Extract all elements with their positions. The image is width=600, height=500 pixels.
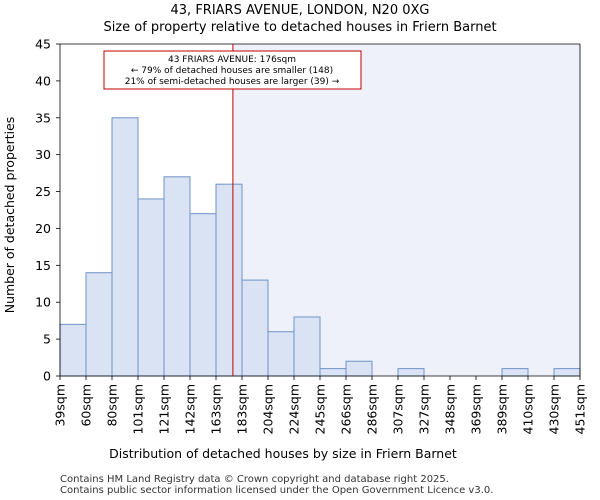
x-tick-label: 369sqm (469, 384, 484, 434)
x-tick-label: 142sqm (183, 384, 198, 434)
histogram-bar (59, 323, 87, 377)
histogram-bar (553, 368, 581, 377)
annotation-box (103, 50, 362, 90)
x-tick-label: 39sqm (53, 384, 68, 427)
annotation-line-1: 43 FRIARS AVENUE: 176sqm (168, 55, 296, 65)
histogram-bar (397, 368, 425, 377)
histogram-bar (189, 213, 217, 377)
y-tick-label: 25 (35, 184, 51, 199)
y-axis-title: Number of detached properties (2, 117, 17, 314)
x-tick-label: 389sqm (495, 384, 510, 434)
y-tick-label: 30 (35, 147, 51, 162)
x-tick-label: 80sqm (105, 384, 120, 427)
y-tick-label: 20 (35, 221, 51, 236)
x-tick-label: 183sqm (235, 384, 250, 434)
histogram-bar (163, 176, 191, 377)
y-tick-label: 40 (35, 73, 51, 88)
histogram-bar (111, 117, 139, 377)
x-tick-label: 430sqm (547, 384, 562, 434)
y-tick-label: 10 (35, 295, 51, 310)
x-tick-label: 348sqm (443, 384, 458, 434)
x-axis-title: Distribution of detached houses by size … (109, 446, 457, 461)
histogram-bar (293, 316, 321, 377)
x-tick-label: 60sqm (79, 384, 94, 427)
x-tick-label: 245sqm (313, 384, 328, 434)
x-tick-label: 101sqm (131, 384, 146, 434)
histogram-bar (267, 331, 295, 377)
histogram-bar (241, 279, 269, 377)
y-tick-label: 35 (35, 110, 51, 125)
histogram-bar (215, 183, 243, 377)
x-tick-label: 327sqm (417, 384, 432, 434)
x-tick-label: 410sqm (521, 384, 536, 434)
y-tick-label: 0 (43, 369, 51, 384)
x-tick-label: 163sqm (209, 384, 224, 434)
y-tick-label: 5 (43, 332, 51, 347)
larger-region-shade (232, 44, 580, 376)
histogram-bar (137, 198, 165, 377)
x-tick-label: 204sqm (261, 384, 276, 434)
x-tick-label: 286sqm (365, 384, 380, 434)
histogram-bar (319, 368, 347, 377)
x-tick-label: 121sqm (157, 384, 172, 434)
chart-title-address: 43, FRIARS AVENUE, LONDON, N20 0XG (170, 3, 430, 18)
histogram-bar (501, 368, 529, 377)
x-tick-label: 307sqm (391, 384, 406, 434)
footer-copyright: Contains HM Land Registry data © Crown c… (60, 474, 449, 485)
histogram-bar (85, 272, 113, 377)
footer-licence: Contains public sector information licen… (60, 485, 494, 496)
annotation-line-3: 21% of semi-detached houses are larger (… (125, 77, 340, 87)
chart-title: Size of property relative to detached ho… (103, 20, 497, 35)
x-tick-label: 266sqm (339, 384, 354, 434)
annotation-line-2: ← 79% of detached houses are smaller (14… (131, 66, 333, 76)
y-tick-label: 45 (35, 37, 51, 52)
y-tick-label: 15 (35, 258, 51, 273)
x-tick-label: 451sqm (573, 384, 588, 434)
histogram-bar (345, 360, 373, 377)
x-tick-label: 224sqm (287, 384, 302, 434)
